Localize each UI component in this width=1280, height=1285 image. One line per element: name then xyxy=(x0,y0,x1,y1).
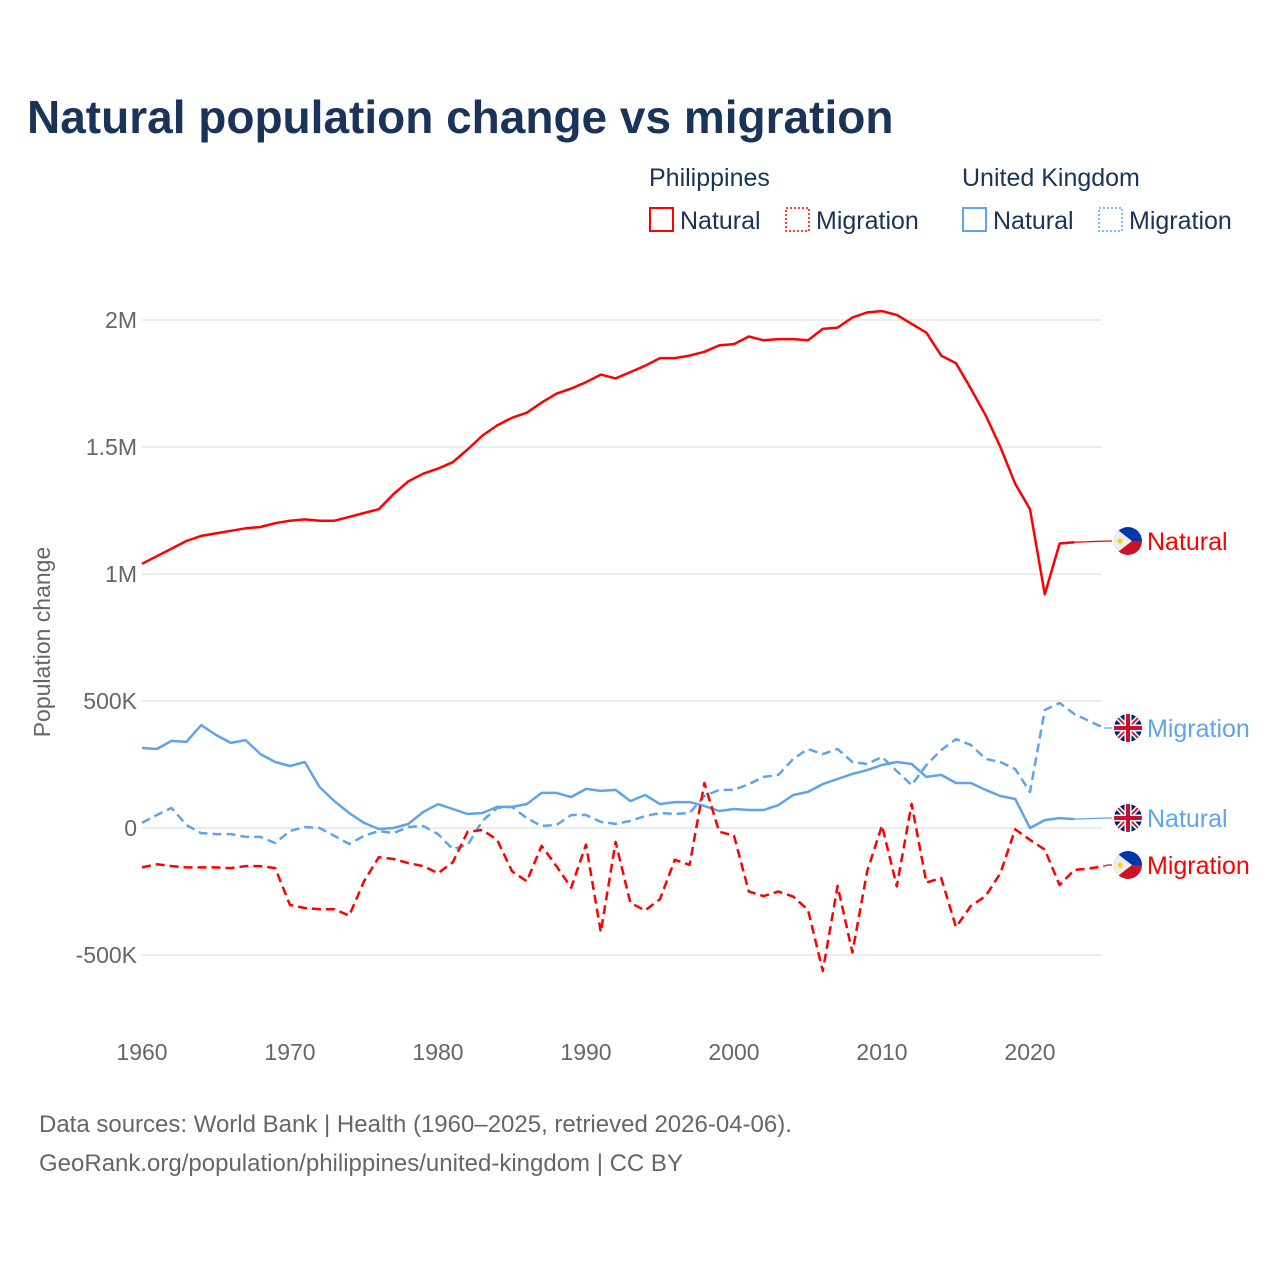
end-label: Natural xyxy=(1147,805,1228,833)
legend-item-philippines-natural[interactable]: Natural xyxy=(650,207,761,235)
series-lines xyxy=(142,311,1104,971)
x-tick-label: 2020 xyxy=(1004,1039,1055,1065)
source-line-1: Data sources: World Bank | Health (1960–… xyxy=(39,1111,792,1138)
y-tick-label: -500K xyxy=(76,942,138,968)
legend-label: Migration xyxy=(816,207,919,235)
legend-swatch-solid-blue xyxy=(963,208,986,231)
legend-label: Natural xyxy=(680,207,761,235)
series-line-philippines-migration[interactable] xyxy=(142,783,1104,971)
chart-title: Natural population change vs migration xyxy=(27,91,893,143)
end-label: Natural xyxy=(1147,528,1228,556)
x-tick-label: 1960 xyxy=(116,1039,167,1065)
legend-swatch-dotted-blue xyxy=(1099,208,1122,231)
philippines-flag-icon xyxy=(1114,851,1142,879)
series-line-united-kingdom-migration[interactable] xyxy=(142,703,1104,849)
y-tick-label: 1M xyxy=(105,561,137,587)
source-line-2[interactable]: GeoRank.org/population/philippines/unite… xyxy=(39,1150,683,1177)
end-labels: Natural Migration Natural Migration xyxy=(1074,527,1249,880)
x-tick-label: 1970 xyxy=(264,1039,315,1065)
y-tick-label: 500K xyxy=(83,688,137,714)
legend-item-philippines-migration[interactable]: Migration xyxy=(786,207,919,235)
legend-label: Natural xyxy=(993,207,1074,235)
philippines-flag-icon xyxy=(1114,527,1142,555)
y-tick-label: 1.5M xyxy=(86,434,137,460)
series-line-philippines-natural[interactable] xyxy=(142,311,1074,594)
x-tick-label: 2010 xyxy=(856,1039,907,1065)
y-tick-label: 2M xyxy=(105,307,137,333)
end-label: Migration xyxy=(1147,715,1250,743)
united-kingdom-flag-icon xyxy=(1114,714,1142,742)
label-connector xyxy=(1074,541,1112,542)
y-tick-label: 0 xyxy=(124,815,137,841)
legend: Philippines United Kingdom Natural Migra… xyxy=(649,164,1232,235)
x-axis: 1960 1970 1980 1990 2000 2010 2020 xyxy=(116,1039,1055,1065)
legend-label: Migration xyxy=(1129,207,1232,235)
legend-group-philippines: Philippines xyxy=(649,164,770,192)
united-kingdom-flag-icon xyxy=(1114,804,1142,832)
x-tick-label: 1990 xyxy=(560,1039,611,1065)
gridlines xyxy=(142,320,1102,955)
label-connector xyxy=(1074,818,1112,819)
legend-swatch-solid-red xyxy=(650,208,673,231)
legend-item-united-kingdom-natural[interactable]: Natural xyxy=(963,207,1074,235)
legend-group-united-kingdom: United Kingdom xyxy=(962,164,1140,192)
x-tick-label: 1980 xyxy=(412,1039,463,1065)
series-line-united-kingdom-natural[interactable] xyxy=(142,725,1074,829)
x-tick-label: 2000 xyxy=(708,1039,759,1065)
end-label: Migration xyxy=(1147,852,1250,880)
y-axis: -500K 0 500K 1M 1.5M 2M xyxy=(76,307,138,968)
label-connector xyxy=(1104,865,1112,866)
legend-item-united-kingdom-migration[interactable]: Migration xyxy=(1099,207,1232,235)
legend-swatch-dotted-red xyxy=(786,208,809,231)
y-axis-label: Population change xyxy=(29,547,55,738)
